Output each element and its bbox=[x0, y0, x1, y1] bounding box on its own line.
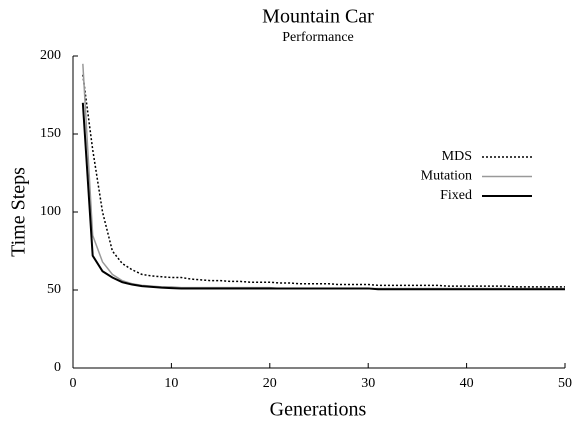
x-tick-label: 40 bbox=[460, 376, 474, 391]
legend-label: Mutation bbox=[421, 169, 472, 184]
x-tick-label: 30 bbox=[361, 376, 375, 391]
series-line bbox=[81, 102, 565, 291]
legend-label: MDS bbox=[442, 149, 472, 164]
x-axis-label: Generations bbox=[270, 399, 367, 421]
x-tick-label: 0 bbox=[70, 376, 77, 391]
x-tick-label: 20 bbox=[263, 376, 277, 391]
y-tick-label: 150 bbox=[40, 126, 61, 141]
y-tick-label: 0 bbox=[54, 360, 61, 375]
chart-title: Mountain Car bbox=[262, 6, 374, 28]
x-tick-label: 10 bbox=[164, 376, 178, 391]
y-tick-label: 200 bbox=[40, 48, 61, 63]
series-line bbox=[82, 74, 565, 288]
legend-label: Fixed bbox=[440, 188, 472, 203]
y-axis-label: Time Steps bbox=[8, 167, 30, 257]
y-tick-label: 50 bbox=[47, 282, 61, 297]
chart-subtitle: Performance bbox=[282, 30, 354, 45]
x-tick-label: 50 bbox=[558, 376, 572, 391]
y-tick-label: 100 bbox=[40, 204, 61, 219]
